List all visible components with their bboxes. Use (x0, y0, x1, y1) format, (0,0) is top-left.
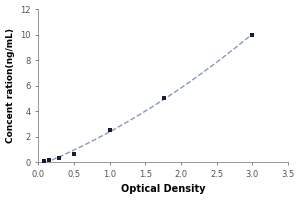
X-axis label: Optical Density: Optical Density (121, 184, 205, 194)
Y-axis label: Concent ration(ng/mL): Concent ration(ng/mL) (6, 28, 15, 143)
